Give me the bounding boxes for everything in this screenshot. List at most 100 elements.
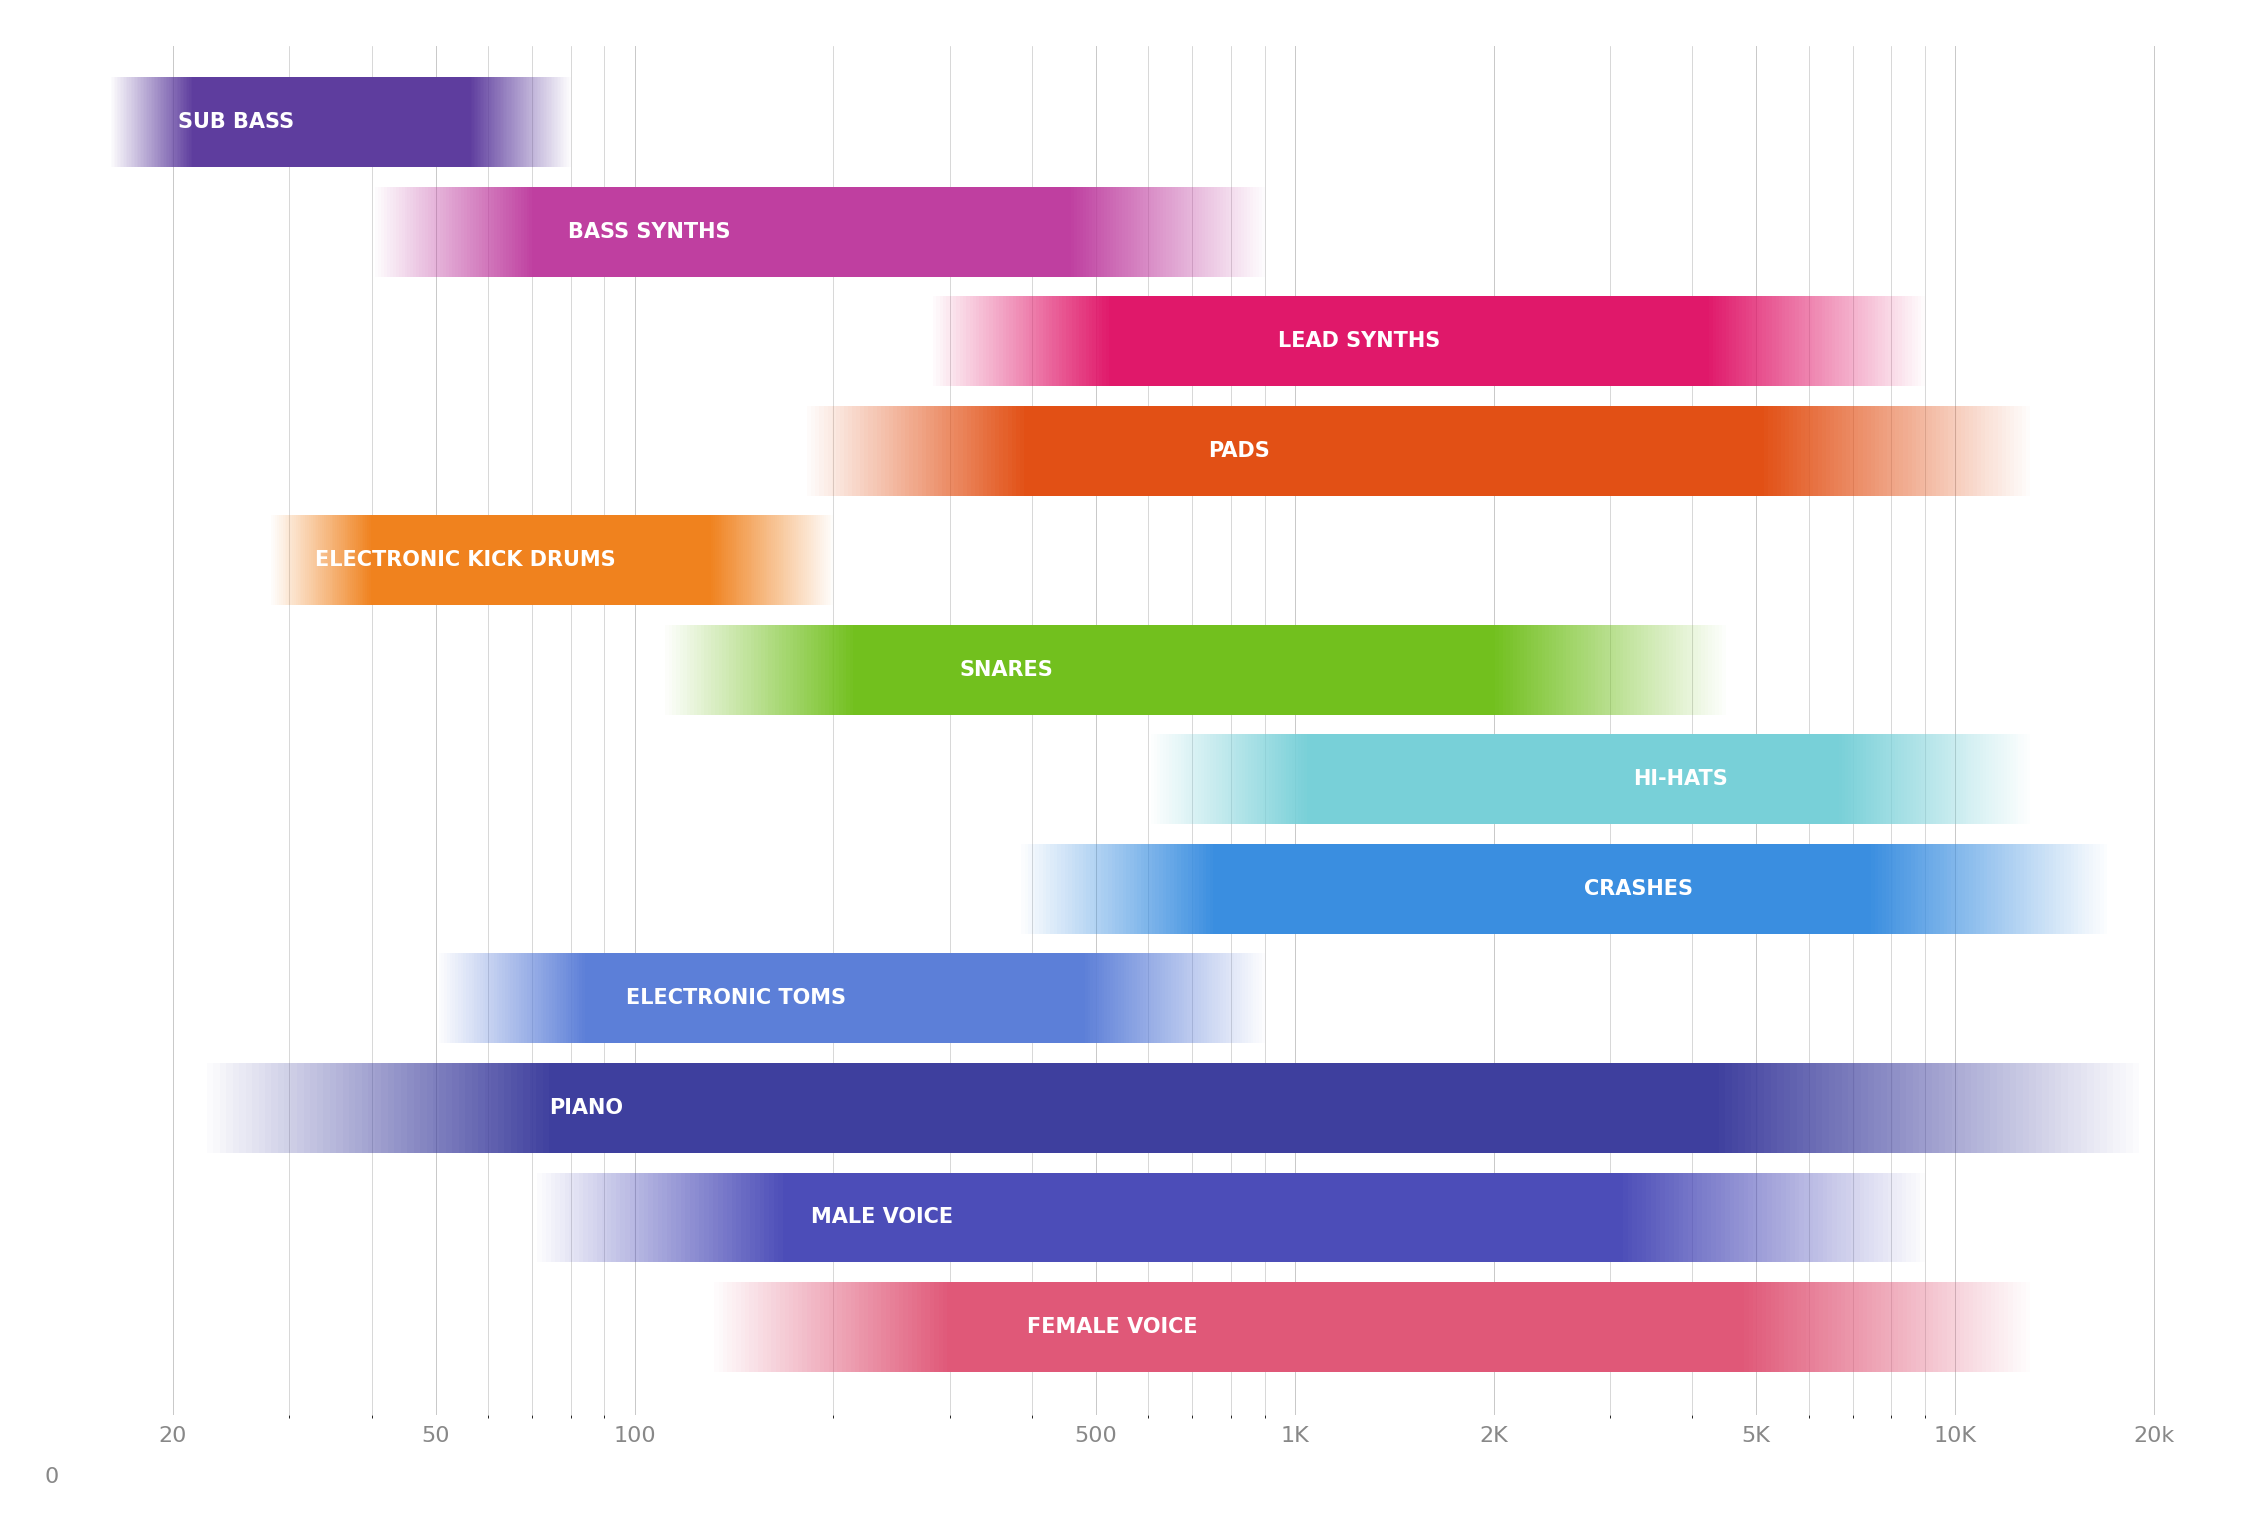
Bar [1046, 844, 1050, 934]
Bar [407, 1063, 414, 1153]
Bar [1070, 187, 1075, 277]
Bar [758, 625, 760, 715]
Bar [1039, 625, 1041, 715]
Bar [1233, 735, 1236, 824]
Bar [713, 954, 715, 1043]
Bar [1657, 297, 1659, 386]
Bar [953, 187, 955, 277]
Bar [1254, 187, 1256, 277]
Bar [1860, 1173, 1865, 1262]
Bar [946, 187, 948, 277]
Bar [1052, 1173, 1057, 1262]
Bar [1360, 625, 1365, 715]
Bar [1704, 844, 1709, 934]
Bar [1351, 406, 1356, 496]
Bar [1052, 297, 1057, 386]
Bar [606, 187, 609, 277]
Bar [1912, 1063, 1919, 1153]
Bar [625, 1173, 629, 1262]
Bar [1770, 735, 1772, 824]
Bar [380, 1063, 387, 1153]
Bar [1322, 297, 1324, 386]
Bar [487, 954, 489, 1043]
Bar [1973, 406, 1978, 496]
Bar [1632, 1173, 1636, 1262]
Bar [1399, 297, 1401, 386]
Bar [1437, 1173, 1442, 1262]
Bar [1550, 1282, 1555, 1372]
Bar [955, 406, 960, 496]
Bar [1193, 735, 1195, 824]
Bar [2048, 844, 2053, 934]
Bar [991, 954, 993, 1043]
Bar [1116, 954, 1118, 1043]
Bar [1217, 954, 1220, 1043]
Bar [1887, 406, 1892, 496]
Bar [892, 187, 896, 277]
Bar [1442, 1063, 1448, 1153]
Bar [1442, 625, 1446, 715]
Bar [774, 187, 776, 277]
Bar [962, 406, 966, 496]
Bar [806, 1282, 810, 1372]
Bar [1957, 844, 1962, 934]
Bar [654, 187, 659, 277]
Bar [1294, 844, 1297, 934]
Bar [894, 1173, 898, 1262]
Bar [1894, 297, 1899, 386]
Bar [516, 954, 518, 1043]
Bar [1894, 1063, 1901, 1153]
Bar [957, 1063, 962, 1153]
Bar [1808, 297, 1813, 386]
Bar [1525, 735, 1528, 824]
Bar [410, 187, 414, 277]
Bar [647, 1063, 652, 1153]
Bar [1111, 297, 1116, 386]
Bar [824, 406, 828, 496]
Bar [568, 1063, 575, 1153]
Bar [1453, 625, 1457, 715]
Bar [1973, 1282, 1978, 1372]
Bar [991, 1173, 996, 1262]
Bar [1543, 406, 1548, 496]
Bar [532, 954, 536, 1043]
Bar [1681, 735, 1684, 824]
Bar [1727, 844, 1729, 934]
Bar [1360, 297, 1365, 386]
Bar [944, 297, 946, 386]
Bar [1731, 1282, 1736, 1372]
Bar [1222, 625, 1227, 715]
Bar [1885, 844, 1890, 934]
Bar [726, 1173, 731, 1262]
Bar [541, 954, 543, 1043]
Bar [982, 187, 984, 277]
Bar [1107, 406, 1109, 496]
Bar [1211, 297, 1215, 386]
Bar [1761, 406, 1765, 496]
Bar [1643, 297, 1645, 386]
Bar [876, 625, 878, 715]
Bar [794, 954, 797, 1043]
Bar [1890, 735, 1892, 824]
Bar [1856, 735, 1860, 824]
Text: FEMALE VOICE: FEMALE VOICE [1027, 1317, 1197, 1337]
Bar [1718, 844, 1722, 934]
Bar [505, 187, 509, 277]
Bar [1736, 735, 1740, 824]
Bar [751, 1173, 756, 1262]
Bar [1862, 1282, 1867, 1372]
Bar [1220, 735, 1222, 824]
Bar [1514, 297, 1516, 386]
Bar [1853, 735, 1856, 824]
Bar [926, 187, 928, 277]
Bar [939, 1282, 944, 1372]
Bar [1039, 1173, 1043, 1262]
Bar [1924, 735, 1928, 824]
Bar [749, 1282, 754, 1372]
Bar [665, 625, 670, 715]
Bar [1075, 1282, 1079, 1372]
Bar [2075, 844, 2077, 934]
Bar [1260, 187, 1265, 277]
Bar [1215, 1173, 1220, 1262]
Bar [984, 625, 989, 715]
